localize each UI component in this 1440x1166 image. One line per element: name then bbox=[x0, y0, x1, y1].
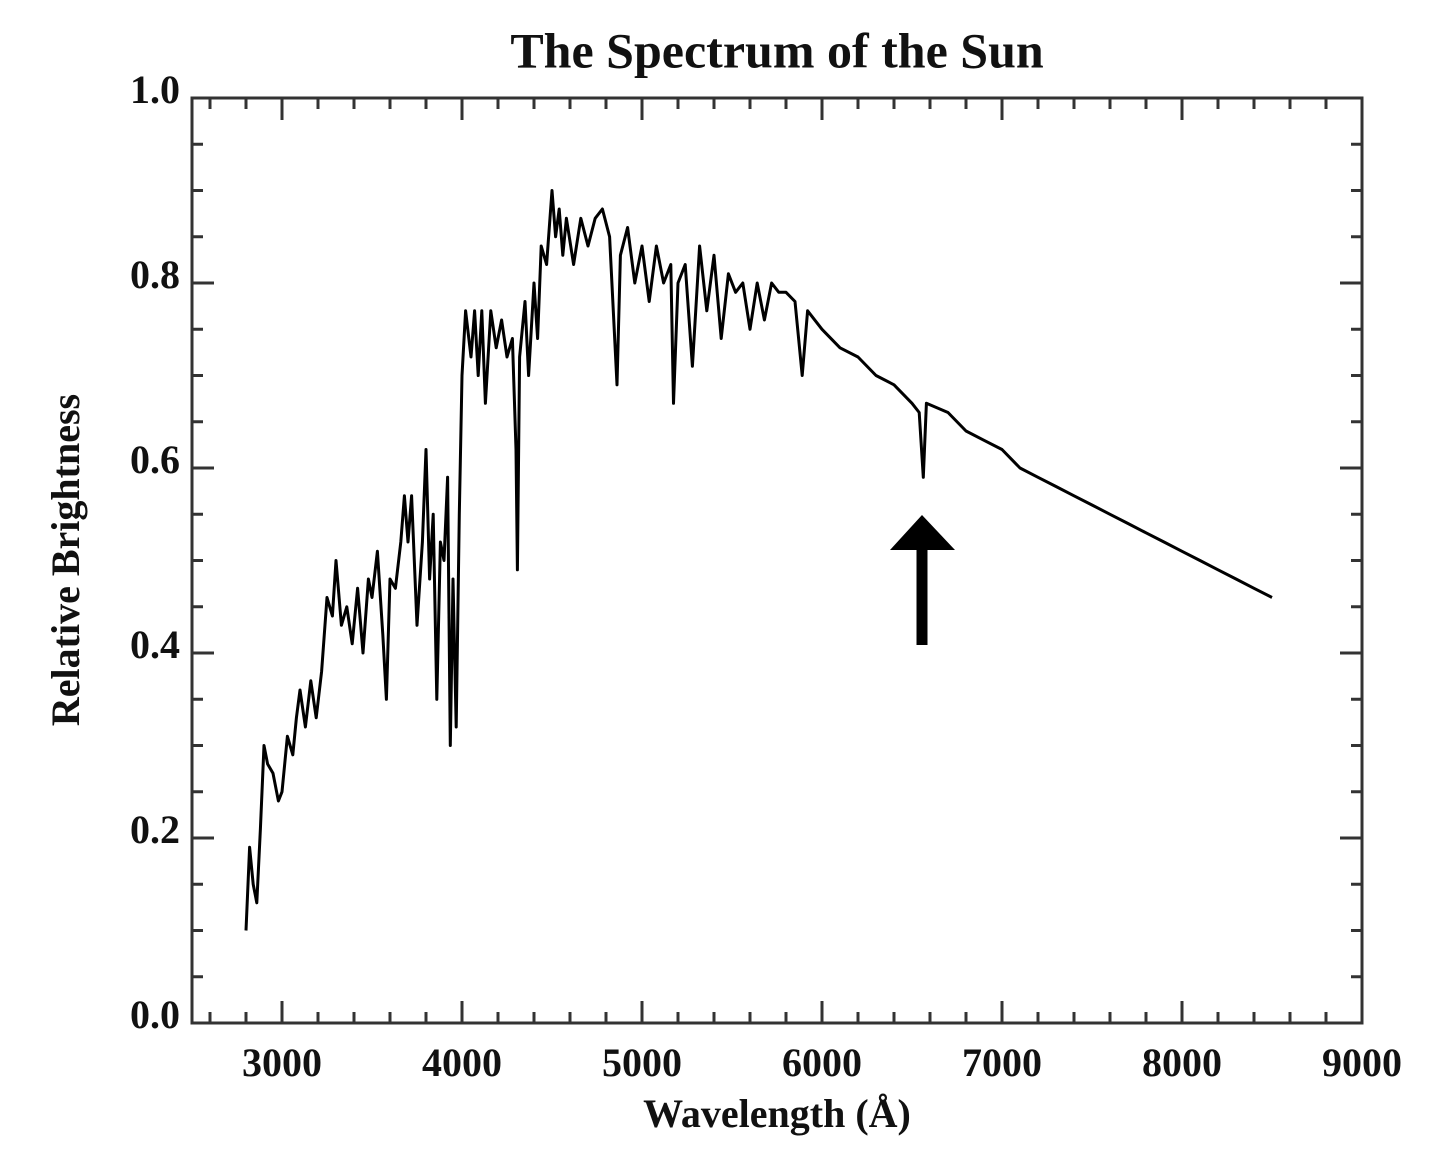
y-tick-label: 1.0 bbox=[130, 67, 180, 112]
chart-title: The Spectrum of the Sun bbox=[510, 22, 1044, 78]
annotation-arrow bbox=[890, 515, 955, 645]
x-tick-label: 6000 bbox=[782, 1040, 862, 1085]
y-tick-label: 0.0 bbox=[130, 992, 180, 1037]
y-tick-label: 0.6 bbox=[130, 437, 180, 482]
y-tick-label: 0.4 bbox=[130, 622, 180, 667]
x-tick-label: 8000 bbox=[1142, 1040, 1222, 1085]
x-axis-label: Wavelength (Å) bbox=[643, 1091, 911, 1136]
x-tick-label: 5000 bbox=[602, 1040, 682, 1085]
y-tick-label: 0.2 bbox=[130, 807, 180, 852]
spectrum-line bbox=[244, 189, 1273, 931]
plot-frame bbox=[190, 96, 1364, 1025]
y-axis-label: Relative Brightness bbox=[43, 394, 88, 726]
y-tick-label: 0.8 bbox=[130, 252, 180, 297]
x-tick-label: 9000 bbox=[1322, 1040, 1402, 1085]
arrow-head bbox=[890, 515, 955, 550]
x-tick-label: 7000 bbox=[962, 1040, 1042, 1085]
x-tick-label: 4000 bbox=[422, 1040, 502, 1085]
x-tick-label: 3000 bbox=[242, 1040, 322, 1085]
